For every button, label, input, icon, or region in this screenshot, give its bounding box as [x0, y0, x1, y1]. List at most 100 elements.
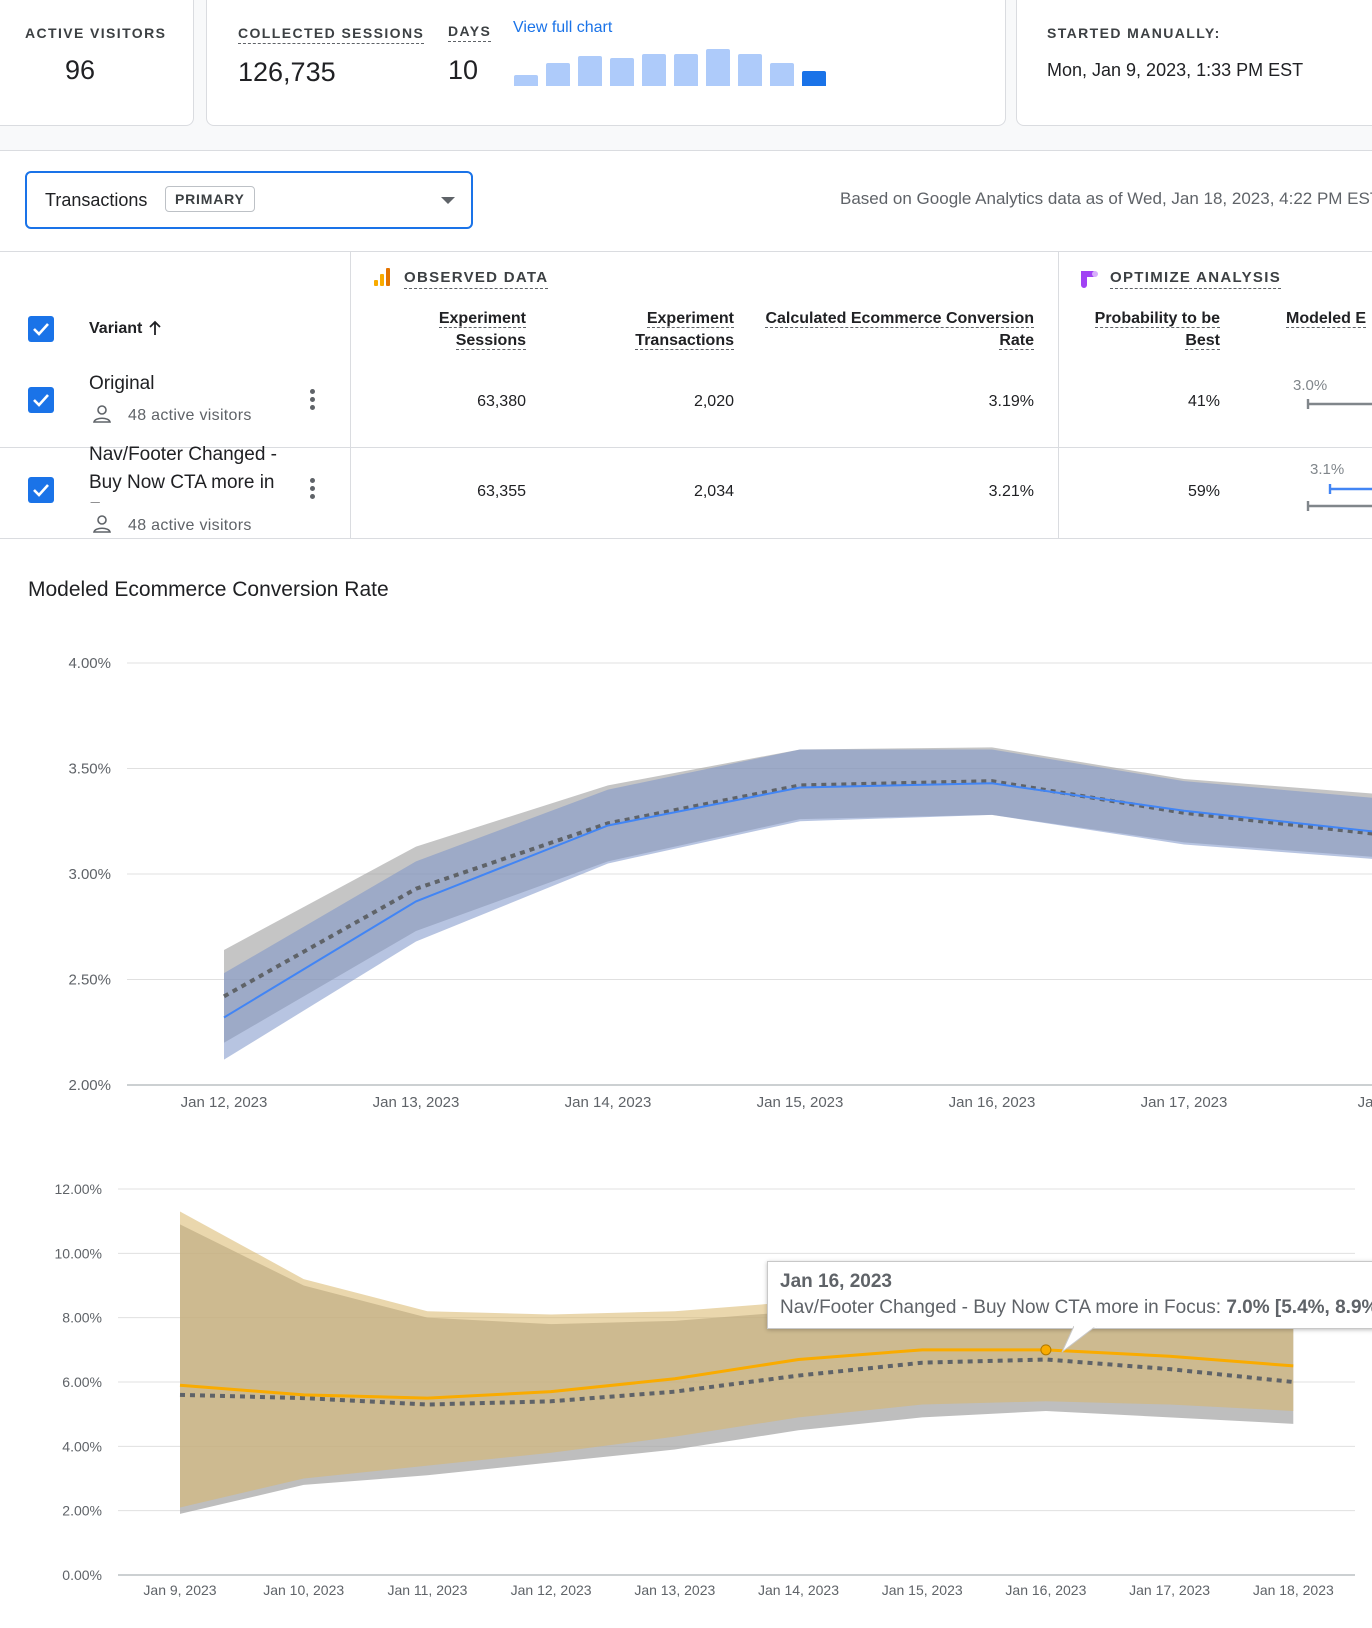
y-tick-label: 3.50%	[68, 761, 111, 778]
check-icon	[33, 394, 49, 407]
data-freshness-note: Based on Google Analytics data as of Wed…	[840, 189, 1372, 208]
x-tick-label: Jan 16, 2023	[949, 1094, 1036, 1110]
x-tick-label: Jan 17, 2023	[1129, 1582, 1210, 1598]
series-line	[223, 782, 1372, 1019]
x-tick-label: Jan 11, 2023	[387, 1582, 467, 1598]
daily-conversion-chart: 0.00% 2.00% 4.00% 6.00% 8.00% 10.00% 12.00% Jan…	[55, 1181, 1355, 1598]
session-day-bar	[610, 58, 634, 86]
transactions-column-header[interactable]: Experiment Transactions	[586, 308, 734, 352]
transactions-cell: 2,020	[693, 393, 734, 410]
variant-checkbox-nav-footer[interactable]	[28, 477, 54, 503]
x-tick-label: Jan 14, 2023	[758, 1582, 839, 1598]
variant-header-label: Variant	[89, 320, 143, 337]
days-label: DAYS	[448, 23, 492, 42]
x-tick-label: Jan 18, 2023	[1253, 1582, 1334, 1598]
y-tick-label: 3.00%	[68, 866, 111, 883]
sessions-cell: 63,380	[477, 393, 526, 410]
transactions-cell: 2,034	[693, 483, 734, 500]
variant-name[interactable]: Nav/Footer Changed - Buy Now CTA more in…	[89, 444, 277, 503]
x-tick-label: Jan 16, 2023	[1005, 1582, 1086, 1598]
column-divider	[350, 251, 351, 539]
conversion-rate-header-line2: Rate	[999, 332, 1034, 350]
conversion-rate-header-line1: Calculated Ecommerce Conversion	[765, 310, 1034, 328]
more-vert-icon[interactable]	[302, 475, 322, 503]
objective-selector[interactable]: Transactions PRIMARY	[25, 171, 473, 229]
sessions-card: COLLECTED SESSIONS 126,735 DAYS 10 View …	[206, 0, 1006, 126]
conversion-rate-cell: 3.21%	[988, 483, 1034, 500]
session-day-bar	[706, 49, 730, 86]
probability-column-header[interactable]: Probability to be Best	[1060, 308, 1220, 352]
session-day-bar	[738, 54, 762, 86]
y-tick-label: 4.00%	[62, 1438, 102, 1454]
transactions-header-line1: Experiment	[646, 310, 734, 328]
modeled-header-label: Modeled E	[1286, 310, 1367, 328]
analytics-icon	[374, 268, 390, 286]
x-tick-label: Jan 17, 2023	[1141, 1094, 1228, 1110]
session-day-bar	[642, 54, 666, 86]
active-visitors-label: ACTIVE VISITORS	[25, 25, 167, 41]
x-tick-label: Jan 10, 2023	[263, 1582, 344, 1598]
series-line	[179, 1357, 1294, 1407]
chart-tooltip: Jan 16, 2023 Nav/Footer Changed - Buy No…	[767, 1261, 1372, 1329]
y-tick-label: 12.00%	[55, 1181, 102, 1197]
x-tick-label: Jan 14, 2023	[565, 1094, 652, 1110]
probability-cell: 41%	[1187, 393, 1220, 410]
days-value: 10	[448, 55, 479, 85]
sessions-column-header[interactable]: Experiment Sessions	[380, 308, 526, 352]
x-tick-label: Jan 15, 2023	[882, 1582, 963, 1598]
y-tick-label: 2.00%	[68, 1077, 111, 1094]
row-divider	[0, 538, 1372, 539]
primary-chip: PRIMARY	[165, 186, 255, 212]
tooltip-body: Nav/Footer Changed - Buy Now CTA more in…	[780, 1297, 1372, 1319]
started-label: STARTED MANUALLY:	[1047, 25, 1221, 41]
variant-sort-header[interactable]: Variant	[89, 320, 163, 338]
column-divider	[1058, 251, 1059, 539]
session-day-bar	[514, 75, 538, 86]
optimize-icon	[1081, 271, 1098, 288]
variant-checkbox-original[interactable]	[28, 387, 54, 413]
tooltip-value: 7.0% [5.4%, 8.9%]	[1226, 1297, 1372, 1318]
table-top-divider	[0, 251, 1372, 252]
y-tick-label: 4.00%	[68, 655, 111, 672]
y-tick-label: 2.00%	[62, 1503, 102, 1519]
session-day-bar	[770, 63, 794, 86]
select-all-checkbox[interactable]	[28, 316, 54, 342]
session-day-bar	[802, 71, 826, 86]
tooltip-series: Nav/Footer Changed - Buy Now CTA more in…	[780, 1297, 1222, 1318]
view-full-chart-link[interactable]: View full chart	[513, 19, 613, 36]
sessions-header-line1: Experiment	[438, 310, 526, 328]
series-line	[179, 1348, 1294, 1400]
transactions-header-line2: Transactions	[635, 332, 734, 350]
x-tick-label: Jan 12, 2023	[181, 1094, 268, 1110]
sessions-header-line2: Sessions	[455, 332, 526, 350]
probability-cell: 59%	[1187, 483, 1220, 500]
started-card: STARTED MANUALLY: Mon, Jan 9, 2023, 1:33…	[1016, 0, 1372, 126]
section-gap	[0, 126, 1372, 151]
tooltip-pointer	[1061, 1326, 1097, 1353]
probability-header-line2: Best	[1185, 332, 1220, 350]
collected-sessions-label: COLLECTED SESSIONS	[238, 25, 425, 44]
row-fade-mask	[89, 503, 289, 511]
y-tick-label: 10.00%	[55, 1245, 102, 1261]
confidence-band	[180, 1211, 1294, 1508]
modeled-column-header[interactable]: Modeled E	[1286, 308, 1367, 330]
x-tick-label: Jan 13, 2023	[373, 1094, 460, 1110]
modeled-ci-bars	[1306, 484, 1372, 511]
conversion-rate-cell: 3.19%	[988, 393, 1034, 410]
session-day-bar	[546, 63, 570, 86]
person-icon	[93, 405, 111, 423]
confidence-band	[224, 749, 1372, 1060]
started-value: Mon, Jan 9, 2023, 1:33 PM EST	[1047, 60, 1304, 80]
daily-sessions-sparkbars	[514, 44, 834, 86]
variant-name[interactable]: Original	[89, 373, 155, 394]
person-icon	[93, 515, 111, 533]
probability-header-line1: Probability to be	[1094, 310, 1220, 328]
objective-label: Transactions	[45, 190, 148, 210]
x-tick-label: Jan 15, 2023	[757, 1094, 844, 1110]
y-tick-label: 0.00%	[62, 1567, 102, 1583]
more-vert-icon[interactable]	[302, 386, 322, 414]
active-visitors-value: 96	[65, 55, 96, 85]
hover-point	[1040, 1344, 1052, 1356]
x-tick-label: Jan 13, 2023	[634, 1582, 715, 1598]
conversion-rate-column-header[interactable]: Calculated Ecommerce Conversion Rate	[734, 308, 1034, 352]
